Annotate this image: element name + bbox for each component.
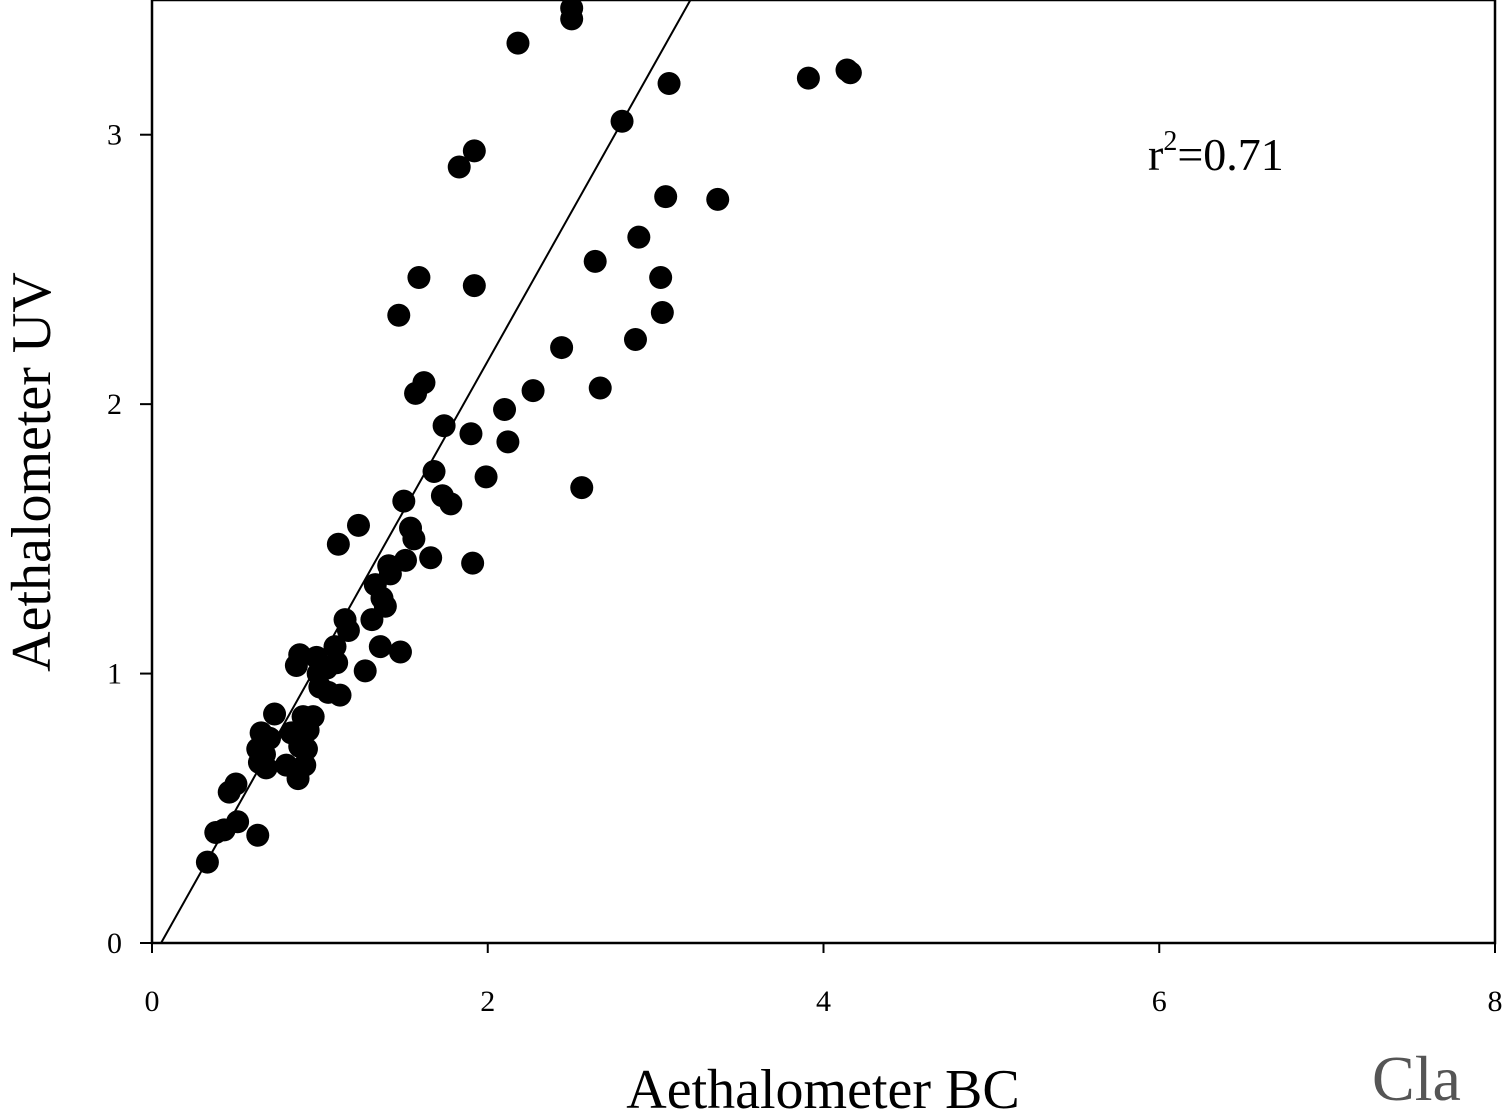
data-point — [462, 139, 486, 163]
data-point — [627, 225, 651, 249]
data-point — [419, 546, 443, 570]
data-point — [588, 376, 612, 400]
data-point — [461, 551, 485, 575]
data-point — [336, 618, 360, 642]
y-tick-label: 3 — [107, 119, 122, 152]
data-points — [195, 0, 862, 874]
r-squared-superscript: 2 — [1163, 126, 1177, 157]
data-point — [412, 371, 436, 395]
regression-line — [160, 0, 692, 944]
data-point — [224, 772, 248, 796]
data-point — [447, 155, 471, 179]
data-point — [462, 274, 486, 298]
data-point — [796, 66, 820, 90]
y-tick-label: 1 — [107, 658, 122, 691]
data-point — [570, 476, 594, 500]
data-point — [288, 734, 312, 758]
watermark-text: Cla — [1372, 1043, 1461, 1114]
plot-frame — [150, 0, 1497, 945]
x-axis-ticks: 0 2 4 6 8 — [145, 943, 1503, 1018]
data-point — [506, 31, 530, 55]
data-point — [392, 489, 416, 513]
r-squared-base: r — [1148, 129, 1163, 180]
x-tick-label: 2 — [480, 985, 495, 1018]
data-point — [459, 422, 483, 446]
data-point — [402, 527, 426, 551]
data-point — [373, 594, 397, 618]
y-axis-ticks: 0 1 2 3 — [107, 119, 152, 960]
data-point — [263, 702, 287, 726]
data-point — [323, 635, 347, 659]
data-point — [623, 327, 647, 351]
x-tick-label: 0 — [145, 985, 160, 1018]
data-point — [328, 683, 352, 707]
data-point — [560, 7, 584, 31]
data-point — [496, 430, 520, 454]
data-point — [326, 532, 350, 556]
data-point — [346, 513, 370, 537]
data-point — [378, 562, 402, 586]
data-point — [388, 640, 412, 664]
y-tick-label: 0 — [107, 927, 122, 960]
data-point — [407, 266, 431, 290]
data-point — [368, 635, 392, 659]
data-point — [254, 756, 278, 780]
data-point — [387, 303, 411, 327]
data-point — [353, 659, 377, 683]
data-point — [315, 656, 339, 680]
data-point — [838, 61, 862, 85]
data-point — [493, 398, 517, 422]
data-point — [550, 336, 574, 360]
data-point — [393, 548, 417, 572]
data-point — [301, 705, 325, 729]
data-point — [650, 301, 674, 325]
x-tick-label: 4 — [816, 985, 831, 1018]
data-point — [654, 185, 678, 209]
r-squared-value: =0.71 — [1177, 129, 1283, 180]
data-point — [706, 187, 730, 211]
r-squared-annotation: r2=0.71 — [1148, 126, 1284, 180]
x-axis-title: Aethalometer BC — [626, 1059, 1019, 1116]
data-point — [432, 414, 456, 438]
data-point — [258, 726, 282, 750]
data-point — [474, 465, 498, 489]
data-point — [657, 72, 681, 96]
y-axis-title: Aethalometer UV — [1, 272, 63, 672]
y-tick-label: 2 — [107, 388, 122, 421]
data-point — [439, 492, 463, 516]
x-tick-label: 6 — [1152, 985, 1167, 1018]
data-point — [649, 266, 673, 290]
data-point — [246, 823, 270, 847]
x-tick-label: 8 — [1488, 985, 1503, 1018]
data-point — [521, 379, 545, 403]
data-point — [583, 249, 607, 273]
